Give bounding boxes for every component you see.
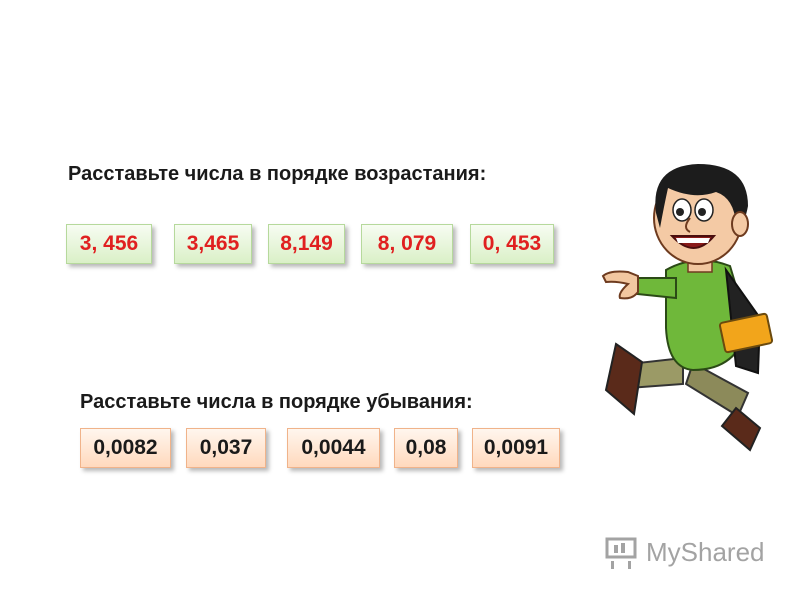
- number-card[interactable]: 0,0044: [287, 428, 380, 468]
- number-card[interactable]: 8,149: [268, 224, 345, 264]
- number-card[interactable]: 0,0082: [80, 428, 171, 468]
- number-card[interactable]: 0,037: [186, 428, 266, 468]
- number-card[interactable]: 0,0091: [472, 428, 560, 468]
- pointing-boy-illustration-icon: [601, 164, 774, 452]
- logo-text: MyShared: [646, 536, 765, 567]
- number-card[interactable]: 0, 453: [470, 224, 554, 264]
- number-card[interactable]: 3, 456: [66, 224, 152, 264]
- ascending-task-heading: Расставьте числа в порядке возрастания:: [68, 163, 487, 185]
- descending-task-heading: Расставьте числа в порядке убывания:: [80, 391, 473, 413]
- myshared-logo-icon: [605, 537, 637, 569]
- number-card[interactable]: 8, 079: [361, 224, 453, 264]
- myshared-logo: MyShared: [604, 534, 765, 570]
- number-card[interactable]: 3,465: [174, 224, 252, 264]
- number-card[interactable]: 0,08: [394, 428, 458, 468]
